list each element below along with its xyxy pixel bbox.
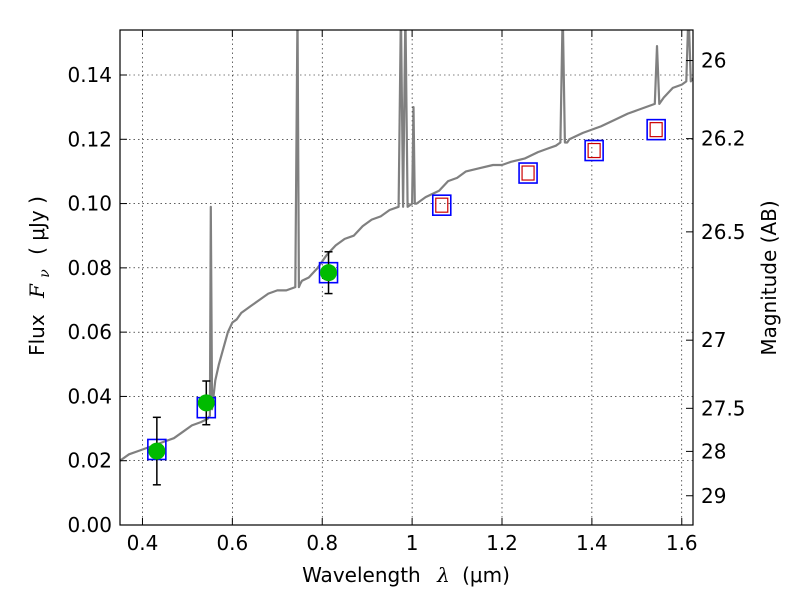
x-tick-label: 0.6 <box>216 531 248 555</box>
model-point-marker <box>584 139 604 162</box>
y2-tick-label: 27.5 <box>701 396 746 420</box>
x-tick-label: 1 <box>406 531 419 555</box>
tick-layer: 0.4 0.6 0.8 1 1.2 1.4 1.6 0.00 0.02 0.04 0.06 0.08 0… <box>67 30 746 555</box>
x-axis-label: Wavelength λ (μm) <box>302 563 510 587</box>
y-axis-label-symbol: F <box>25 283 49 299</box>
x-tick-label: 0.8 <box>306 531 338 555</box>
label-layer: Wavelength λ (μm) Flux F ν ( μJy ) Magni… <box>25 196 781 587</box>
plot-frame <box>119 29 694 526</box>
upper-limit-marker <box>521 165 535 181</box>
x-tick-label: 1.4 <box>576 531 608 555</box>
y-axis-label-subscript: ν <box>37 269 53 278</box>
upper-limit-marker <box>587 142 601 159</box>
model-spectrum-line <box>120 30 693 462</box>
y2-tick-label: 26 <box>701 49 726 73</box>
y-tick-label: 0.10 <box>67 192 112 216</box>
upper-limit-marker <box>649 122 663 138</box>
x-tick-label: 1.6 <box>666 531 698 555</box>
y2-tick-label: 26.5 <box>701 220 746 244</box>
observed-point <box>148 442 166 460</box>
observed-point <box>197 394 215 412</box>
upper-limit-marker <box>435 197 449 213</box>
y2-axis-label: Magnitude (AB) <box>757 200 781 355</box>
y-axis-label-unit: ( μJy ) <box>25 196 49 255</box>
model-point-marker <box>431 194 452 216</box>
y-tick-label: 0.08 <box>67 256 112 280</box>
y2-tick-label: 26.2 <box>701 127 746 151</box>
x-tick-label: 0.4 <box>127 531 159 555</box>
observed-point <box>320 264 338 282</box>
plot-layer <box>120 30 693 462</box>
y2-tick-label: 28 <box>701 439 726 463</box>
y-tick-label: 0.12 <box>67 127 112 151</box>
y2-tick-label: 27 <box>701 328 726 352</box>
y2-tick-label: 29 <box>701 484 726 508</box>
y-tick-label: 0.02 <box>67 449 112 473</box>
y-tick-label: 0.06 <box>67 320 112 344</box>
x-tick-label: 1.2 <box>486 531 518 555</box>
x-axis-label-symbol: λ <box>436 563 450 587</box>
y-tick-label: 0.14 <box>67 63 112 87</box>
y-tick-label: 0.04 <box>67 384 112 408</box>
model-point-marker <box>646 118 666 141</box>
model-point-marker <box>518 162 538 184</box>
y-axis-label-prefix: Flux <box>25 314 49 356</box>
y-axis-label: Flux F ν ( μJy ) <box>25 196 54 356</box>
x-axis-label-prefix: Wavelength <box>302 563 421 587</box>
x-axis-label-unit: (μm) <box>462 563 510 587</box>
y-tick-label: 0.00 <box>67 513 112 537</box>
marker-layer <box>147 118 666 486</box>
